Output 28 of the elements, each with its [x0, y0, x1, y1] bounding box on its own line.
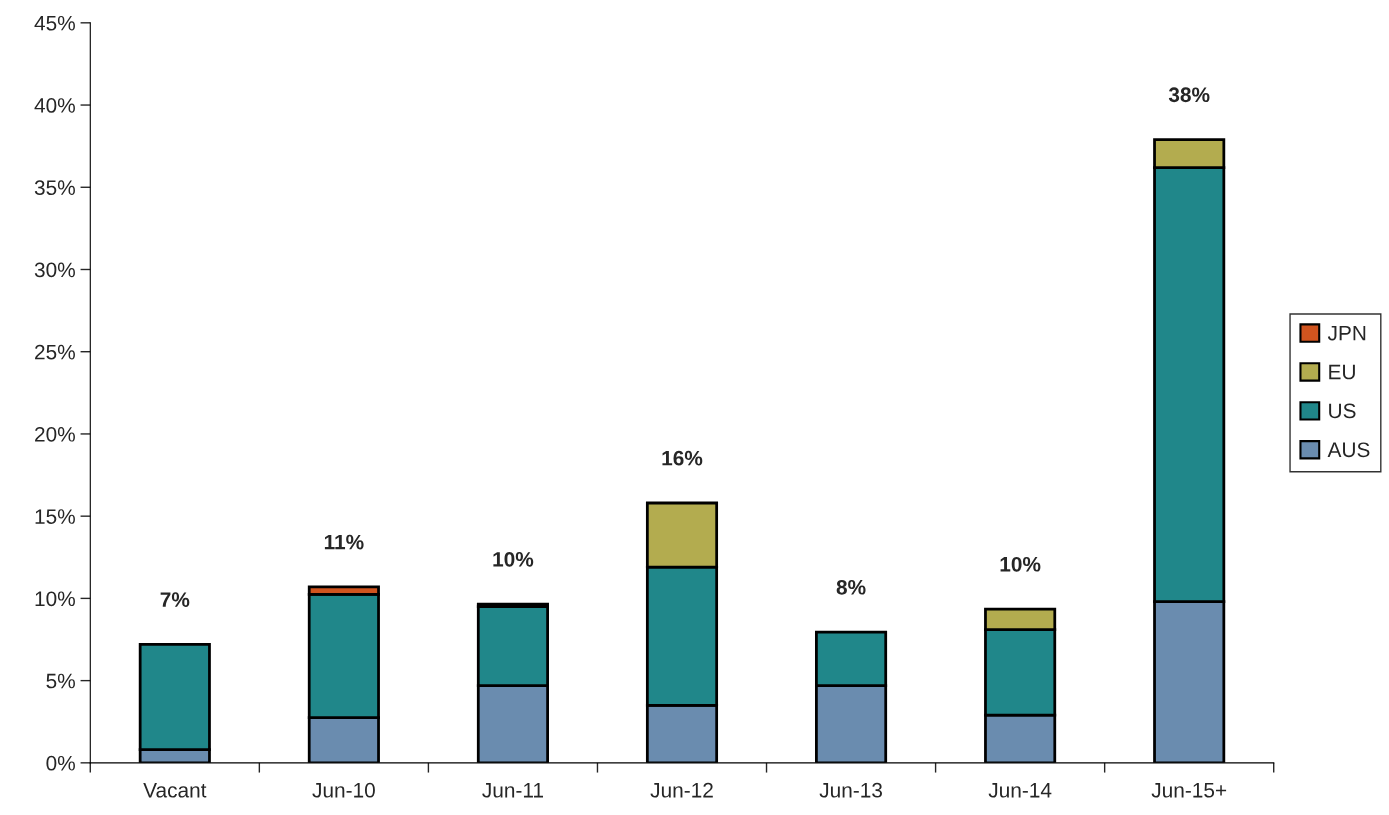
y-tick-label: 45% — [34, 15, 75, 31]
x-tick-label: Jun-10 — [312, 782, 375, 798]
y-tick-label: 30% — [34, 262, 75, 278]
legend-label: EU — [1329, 364, 1355, 380]
x-tick-label: Jun-12 — [650, 782, 713, 798]
x-tick-label: Jun-13 — [819, 782, 882, 798]
y-tick-label: 10% — [35, 591, 75, 607]
y-tick-label: 40% — [34, 98, 75, 113]
y-tick-label: 0% — [46, 755, 75, 771]
total-label: 38% — [1168, 87, 1210, 103]
total-label: 10% — [1000, 556, 1041, 572]
legend-label: AUS — [1327, 442, 1370, 458]
y-tick-label: 15% — [35, 509, 75, 524]
x-tick-label: Jun-14 — [988, 783, 1052, 798]
total-label: 10% — [493, 551, 534, 567]
legend-label: US — [1329, 403, 1356, 419]
total-label: 7% — [160, 592, 190, 607]
total-label: 8% — [836, 579, 866, 595]
total-label: 11% — [324, 534, 364, 550]
y-tick-label: 20% — [35, 426, 75, 442]
legend-label: JPN — [1327, 325, 1366, 341]
x-tick-label: Jun-11 — [482, 783, 544, 798]
y-tick-label: 35% — [34, 180, 75, 196]
total-label: 16% — [662, 450, 703, 466]
x-tick-label: Vacant — [143, 783, 207, 798]
y-tick-label: 5% — [46, 673, 75, 689]
x-tick-label: Jun-15+ — [1151, 783, 1227, 798]
y-tick-label: 25% — [35, 344, 75, 360]
